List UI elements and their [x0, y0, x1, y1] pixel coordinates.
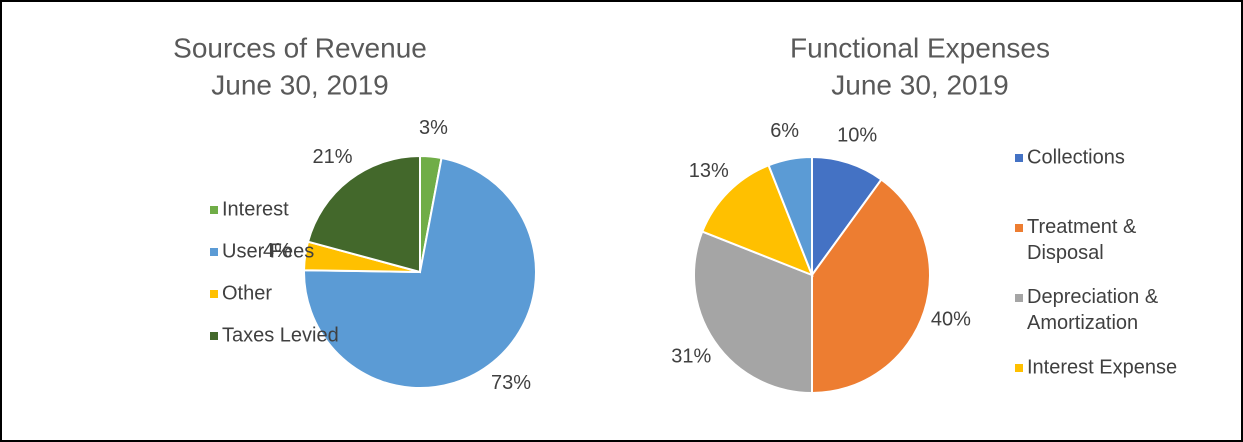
legend-label: User Fees: [222, 240, 314, 262]
legend-marker: [210, 290, 218, 298]
legend-marker: [1015, 364, 1023, 372]
legend-label: Interest Expense: [1027, 356, 1177, 378]
legend-label: Collections: [1027, 146, 1125, 168]
legend-label: Treatment & Disposal: [1027, 216, 1142, 264]
data-label: 4%: [263, 240, 292, 262]
chart-title: Sources of Revenue: [173, 32, 427, 63]
legend-marker: [210, 206, 218, 214]
legend-marker: [1015, 224, 1023, 232]
pie-slice: [693, 230, 813, 395]
legend-label: Other: [222, 282, 272, 304]
legend-label: Taxes Levied: [222, 324, 339, 346]
legend-marker: [210, 248, 218, 256]
chart-subtitle: June 30, 2019: [831, 69, 1009, 100]
data-label: 40%: [931, 308, 971, 330]
legend-label: Interest: [222, 198, 289, 220]
data-label: 3%: [419, 117, 448, 139]
data-label: 13%: [689, 160, 729, 182]
legend-marker: [1015, 294, 1023, 302]
legend-marker: [1015, 154, 1023, 162]
pie-slice: [700, 163, 814, 277]
legend-marker: [210, 332, 218, 340]
pie-slice: [767, 155, 813, 276]
legend-label: Depreciation & Amortization: [1027, 286, 1164, 334]
pie-slice: [811, 155, 883, 279]
chart-subtitle: June 30, 2019: [211, 69, 389, 100]
chart-title: Functional Expenses: [790, 32, 1050, 63]
data-label: 10%: [837, 124, 877, 146]
data-label: 21%: [312, 146, 352, 168]
data-label: 31%: [671, 345, 711, 367]
pie-slice: [306, 154, 421, 274]
data-label: 73%: [491, 372, 531, 394]
pie-slice: [811, 178, 931, 395]
data-label: 6%: [770, 120, 799, 142]
